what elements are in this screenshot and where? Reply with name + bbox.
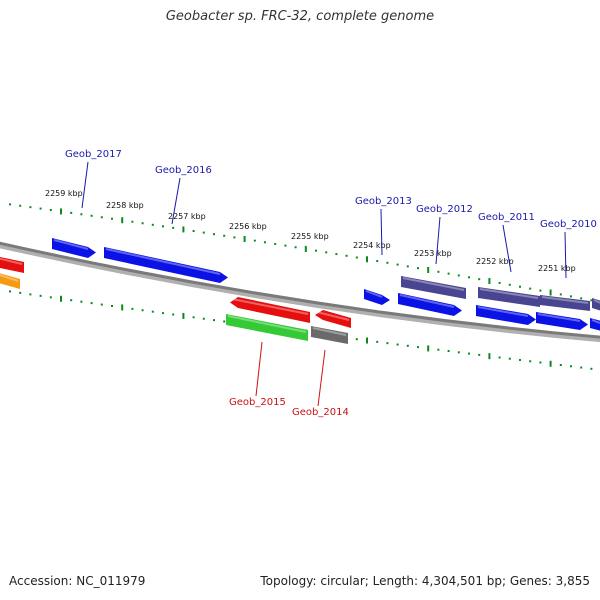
gene-left-orange[interactable] xyxy=(0,272,20,289)
genome-title: Geobacter sp. FRC-32, complete genome xyxy=(165,9,435,24)
gene-label-Geob_2011[interactable]: Geob_2011 xyxy=(478,212,535,223)
gene-Geob_2014-partner[interactable] xyxy=(315,310,351,328)
feature-highlight xyxy=(402,277,465,291)
leader-line xyxy=(317,349,326,407)
gene-Geob_2014[interactable] xyxy=(311,326,348,344)
feature-highlight xyxy=(541,296,589,304)
gene-label-Geob_2010[interactable]: Geob_2010 xyxy=(540,219,597,230)
ruler-labels: 2259 kbp 2258 kbp 2257 kbp 2256 kbp 2255 kbp… xyxy=(45,189,576,273)
feature-highlight xyxy=(537,313,581,322)
backbone-shadow xyxy=(0,242,600,343)
leader-line xyxy=(255,341,263,397)
leader-line xyxy=(81,161,89,209)
gene-Geob_2011-top[interactable] xyxy=(478,287,540,307)
ruler-kbp-label: 2251 kbp xyxy=(538,264,576,273)
gene-label-Geob_2012[interactable]: Geob_2012 xyxy=(416,204,473,215)
gene-label-Geob_2017[interactable]: Geob_2017 xyxy=(65,149,122,160)
gene-Geob_2011[interactable] xyxy=(476,305,536,325)
gene-right-slate[interactable] xyxy=(592,298,600,312)
ruler-kbp-label: 2256 kbp xyxy=(229,222,267,231)
leader-line xyxy=(435,216,441,265)
gene-label-Geob_2013[interactable]: Geob_2013 xyxy=(355,196,412,207)
feature-highlight xyxy=(105,248,221,275)
ruler-outer-ticks xyxy=(9,203,593,302)
ruler-kbp-label: 2259 kbp xyxy=(45,189,83,198)
feature-highlight xyxy=(593,299,600,304)
gene-labels: Geob_2017 Geob_2016 Geob_2013 Geob_2012 Geob… xyxy=(65,149,597,418)
ruler-kbp-label: 2255 kbp xyxy=(291,232,329,241)
gene-Geob_2012-top[interactable] xyxy=(401,276,466,299)
feature-highlight xyxy=(316,311,350,321)
gene-features xyxy=(0,238,600,344)
gene-right-blue[interactable] xyxy=(590,318,600,332)
genome-backbone xyxy=(0,241,600,339)
ruler-kbp-label: 2254 kbp xyxy=(353,241,391,250)
feature-highlight xyxy=(227,315,307,333)
feature-highlight xyxy=(0,273,19,282)
feature-highlight xyxy=(479,288,539,299)
feature-highlight xyxy=(231,298,309,315)
ruler-kbp-label: 2253 kbp xyxy=(414,249,452,258)
gene-label-Geob_2016[interactable]: Geob_2016 xyxy=(155,165,212,176)
leader-line xyxy=(564,231,567,279)
feature-highlight xyxy=(591,319,600,324)
ruler-kbp-label: 2252 kbp xyxy=(476,257,514,266)
genome-summary-text: Topology: circular; Length: 4,304,501 bp… xyxy=(260,574,590,588)
feature-highlight xyxy=(53,239,89,250)
gene-Geob_2017[interactable] xyxy=(52,238,96,258)
gene-Geob_2012[interactable] xyxy=(398,293,462,316)
feature-highlight xyxy=(477,306,529,317)
accession-text: Accession: NC_011979 xyxy=(9,574,146,588)
feature-highlight xyxy=(0,257,23,265)
feature-highlight xyxy=(399,294,455,308)
label-leader-lines xyxy=(81,161,567,407)
gene-Geob_2010[interactable] xyxy=(536,312,588,330)
gene-label-Geob_2014[interactable]: Geob_2014 xyxy=(292,407,349,418)
gene-Geob_2015-partner[interactable] xyxy=(230,297,310,323)
gene-label-Geob_2015[interactable]: Geob_2015 xyxy=(229,397,286,408)
leader-line xyxy=(502,224,512,273)
ruler-kbp-label: 2257 kbp xyxy=(168,212,206,221)
feature-highlight xyxy=(312,327,347,336)
ruler-kbp-label: 2258 kbp xyxy=(106,201,144,210)
gene-Geob_2013[interactable] xyxy=(364,289,390,305)
feature-highlight xyxy=(365,290,383,298)
gene-left-red[interactable] xyxy=(0,256,24,273)
gene-Geob_2016[interactable] xyxy=(104,247,228,283)
gene-Geob_2015[interactable] xyxy=(226,314,308,341)
leader-line xyxy=(380,208,383,256)
leader-line xyxy=(171,177,181,225)
gene-Geob_2010-top[interactable] xyxy=(540,295,590,311)
